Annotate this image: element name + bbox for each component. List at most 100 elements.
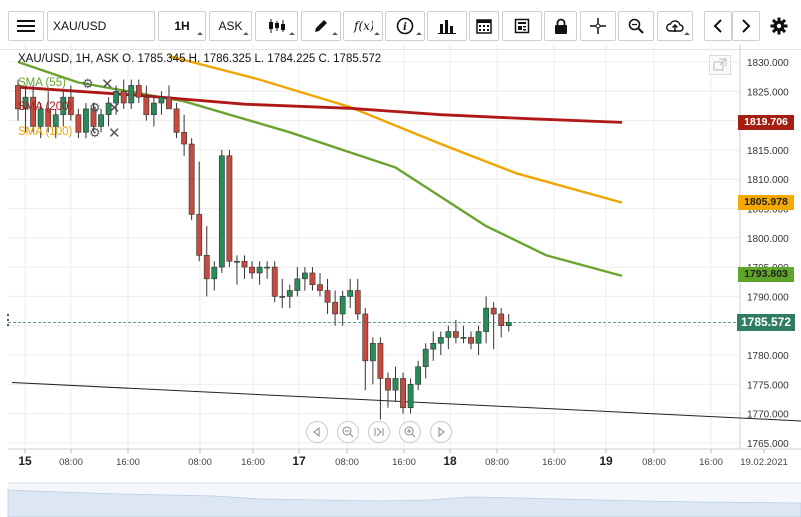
menu-button[interactable]: [8, 11, 44, 41]
price-side-select[interactable]: ASK: [209, 11, 252, 41]
scroll-left-button[interactable]: [306, 421, 328, 443]
candle: [362, 308, 369, 391]
settings-gear-icon: [770, 17, 788, 35]
calendar-button[interactable]: [469, 11, 499, 41]
candle-body: [67, 96, 74, 116]
candle-body: [460, 337, 467, 339]
notes-button[interactable]: [502, 11, 542, 41]
time-axis-label: 16:00: [699, 457, 723, 468]
info-button[interactable]: i: [385, 11, 425, 41]
svg-text:i: i: [403, 22, 407, 33]
candle-body: [120, 90, 127, 104]
candle: [173, 103, 180, 139]
zoom-area-button[interactable]: [618, 11, 654, 41]
sma-55-price-tag: 1793.803: [738, 266, 794, 282]
candle-body: [271, 266, 278, 297]
candle: [347, 278, 354, 309]
sma-100-close-icon[interactable]: ✕: [108, 125, 121, 142]
candle: [188, 138, 195, 221]
candle-body: [128, 85, 135, 104]
candle-body: [369, 342, 376, 362]
navigator-area: [7, 489, 801, 517]
zoom-in-button[interactable]: [399, 421, 421, 443]
zoom-area-icon: [628, 18, 644, 34]
sma-200-close-icon[interactable]: ✕: [108, 100, 121, 117]
sma-200-settings-icon[interactable]: ⚙: [89, 100, 101, 115]
candle: [271, 261, 278, 303]
sma-200-label[interactable]: SMA (200): [18, 101, 73, 113]
candle: [294, 267, 301, 297]
candle-body: [113, 90, 120, 104]
scroll-left-icon: [313, 427, 320, 437]
candle-body: [90, 108, 97, 127]
candle-type-button[interactable]: [255, 11, 298, 41]
symbol-input[interactable]: [47, 11, 155, 41]
sma-100-settings-icon[interactable]: ⚙: [89, 125, 101, 140]
timeframe-label: 1H: [174, 19, 190, 33]
candle: [256, 261, 263, 285]
candle-body: [309, 272, 316, 285]
candle: [90, 103, 97, 133]
lock-icon: [554, 18, 567, 34]
candle: [369, 337, 376, 385]
candle: [490, 302, 497, 350]
candle-type-caret-icon: [289, 32, 295, 38]
candle-body: [22, 96, 29, 110]
crosshair-button[interactable]: [580, 11, 616, 41]
time-axis-label: 08:00: [188, 457, 212, 468]
candle-body: [158, 96, 165, 104]
timeframe-select[interactable]: 1H: [158, 11, 206, 41]
time-axis-label: 15: [18, 454, 32, 468]
candle: [249, 261, 255, 279]
hamburger-menu-icon: [17, 20, 35, 32]
price-axis-label: 1775.000: [747, 380, 789, 391]
candle-body: [354, 290, 361, 315]
candle: [332, 290, 338, 326]
candle: [203, 226, 210, 297]
price-chart[interactable]: 1830.0001825.0001820.0001815.0001810.000…: [0, 44, 801, 517]
candle-body: [490, 307, 497, 315]
candle: [75, 108, 82, 139]
price-axis-label: 1765.000: [747, 439, 789, 450]
scroll-right-button[interactable]: [430, 421, 452, 443]
upload-cloud-icon: [666, 20, 684, 32]
candle: [60, 91, 67, 127]
expand-chart-button[interactable]: [709, 55, 731, 75]
draw-button[interactable]: [301, 11, 341, 41]
next-button[interactable]: [732, 11, 760, 41]
candle-body: [218, 155, 225, 268]
candle-body: [196, 214, 203, 256]
candle: [377, 337, 384, 420]
sma-55-settings-icon[interactable]: ⚙: [82, 76, 94, 91]
settings-button[interactable]: [764, 11, 794, 41]
candle: [241, 255, 248, 279]
left-drag-handle[interactable]: [7, 314, 9, 326]
candle: [98, 108, 104, 133]
candle-body: [385, 378, 391, 391]
ohlc-readout: XAU/USD, 1H, ASK O. 1785.345 H. 1786.325…: [18, 53, 382, 65]
share-button[interactable]: [657, 11, 693, 41]
candle: [67, 85, 74, 121]
sma-55-close-icon[interactable]: ✕: [101, 76, 114, 93]
candle-body: [151, 102, 157, 116]
candle: [317, 272, 323, 297]
time-axis: 15 08:00 16:00 08:00 16:00 17 08:00 16:00 18 08:0…: [18, 449, 788, 468]
candle: [324, 278, 331, 314]
lock-button[interactable]: [544, 11, 577, 41]
indicators-button[interactable]: f(x): [343, 11, 383, 41]
candle-body: [286, 290, 293, 297]
candle-body: [400, 378, 406, 409]
candle-body: [15, 85, 21, 110]
candle: [407, 378, 414, 414]
candle: [52, 108, 59, 139]
reset-zoom-button[interactable]: [368, 421, 390, 443]
prev-button[interactable]: [704, 11, 732, 41]
volume-button[interactable]: [427, 11, 467, 41]
sma-100-label[interactable]: SMA (100): [18, 126, 73, 138]
candle: [354, 278, 361, 320]
candle: [468, 331, 474, 350]
sma-55-label[interactable]: SMA (55): [18, 77, 66, 89]
candle: [498, 308, 505, 338]
candle-body: [301, 272, 308, 280]
zoom-out-button[interactable]: [337, 421, 359, 443]
